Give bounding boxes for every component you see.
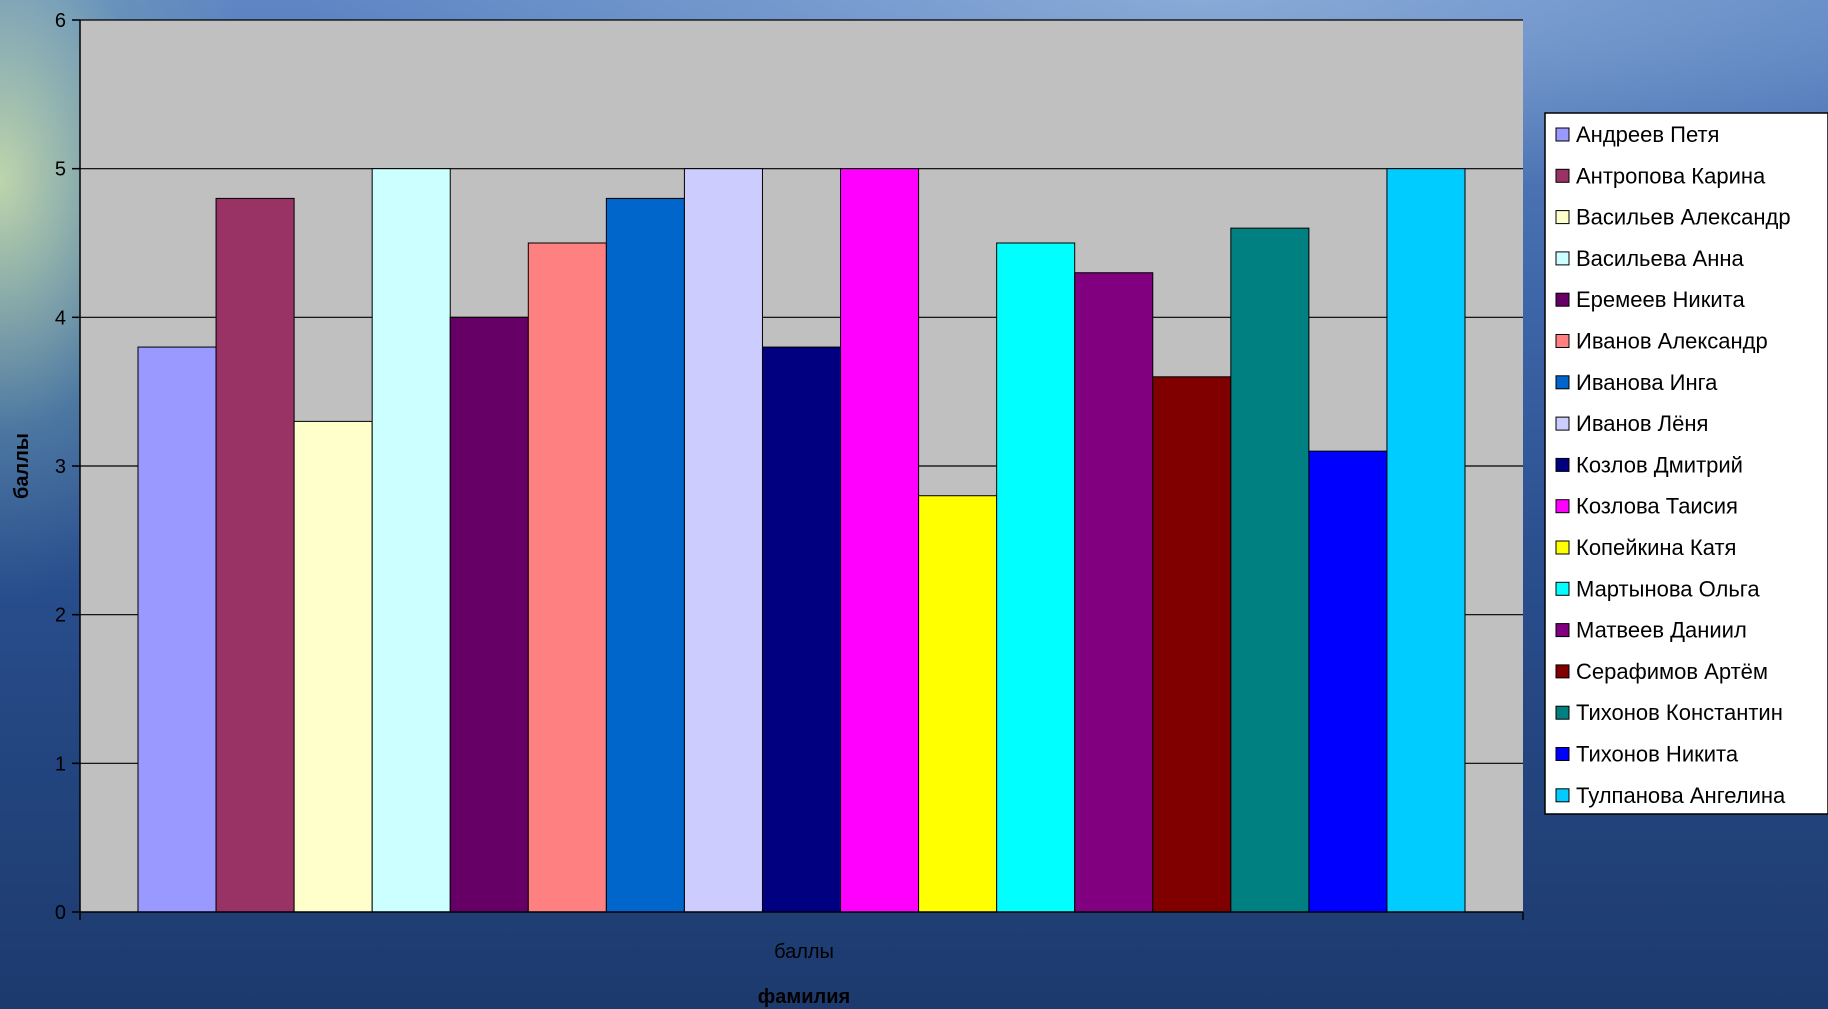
legend-label: Тихонов Константин	[1576, 700, 1783, 725]
legend-swatch	[1555, 127, 1570, 142]
legend-swatch	[1555, 457, 1570, 472]
legend: Андреев Петя Антропова Карина Васильев Але…	[1544, 112, 1828, 815]
bar	[683, 168, 763, 913]
legend-swatch	[1555, 375, 1570, 390]
bar	[1230, 227, 1310, 913]
legend-label: Иванова Инга	[1576, 370, 1718, 395]
legend-swatch	[1555, 499, 1570, 514]
y-axis-ticks: 0 1 2 3 4 5 6	[55, 10, 80, 924]
legend-swatch	[1555, 581, 1570, 596]
bar	[761, 346, 842, 913]
y-tick-label: 6	[55, 10, 66, 32]
legend-swatch	[1555, 210, 1570, 225]
bar	[1152, 376, 1232, 913]
legend-swatch	[1555, 705, 1570, 720]
bar	[918, 495, 998, 913]
y-axis-title: баллы	[11, 433, 33, 499]
legend-swatch	[1555, 251, 1570, 266]
legend-label: Козлов Дмитрий	[1576, 452, 1743, 477]
y-tick-label: 2	[55, 605, 66, 627]
bar	[605, 197, 685, 913]
bar	[293, 420, 373, 913]
legend-swatch	[1555, 334, 1570, 348]
legend-label: Еремеев Никита	[1576, 287, 1745, 312]
legend-label: Андреев Петя	[1576, 122, 1719, 147]
y-tick-label: 1	[55, 753, 66, 775]
legend-swatch	[1555, 623, 1570, 638]
legend-swatch	[1555, 540, 1570, 555]
legend-label: Антропова Карина	[1576, 163, 1766, 188]
legend-label: Матвеев Даниил	[1576, 618, 1747, 643]
legend-label: Иванов Лёня	[1576, 411, 1708, 436]
legend-label: Иванов Александр	[1576, 329, 1768, 354]
legend-label: Копейкина Катя	[1576, 535, 1736, 560]
legend-swatch	[1555, 747, 1570, 761]
legend-label: Тихонов Никита	[1576, 742, 1739, 767]
bar	[215, 197, 295, 913]
legend-items: Андреев Петя Антропова Карина Васильев Але…	[1555, 122, 1791, 808]
bar	[137, 346, 217, 913]
bar	[1386, 168, 1466, 913]
legend-label: Тулпанова Ангелина	[1576, 783, 1786, 808]
legend-swatch	[1555, 664, 1570, 679]
bar	[840, 168, 920, 913]
bar	[1074, 272, 1154, 913]
legend-label: Васильев Александр	[1576, 205, 1791, 230]
bar	[1308, 450, 1388, 913]
y-tick-label: 0	[55, 902, 66, 924]
y-tick-label: 4	[55, 307, 66, 329]
legend-swatch	[1555, 292, 1570, 307]
legend-swatch	[1555, 168, 1570, 183]
x-axis-title: фамилия	[758, 986, 850, 1008]
bar	[449, 316, 529, 913]
legend-label: Мартынова Ольга	[1576, 576, 1760, 601]
y-tick-label: 3	[55, 456, 66, 478]
legend-swatch	[1555, 416, 1570, 431]
y-tick-label: 5	[55, 159, 66, 181]
legend-swatch	[1555, 788, 1570, 803]
legend-label: Серафимов Артём	[1576, 659, 1768, 684]
bar	[371, 168, 451, 913]
plot-area: 0 1 2 3 4 5 6	[55, 10, 1524, 924]
bars	[137, 168, 1466, 913]
legend-label: Васильева Анна	[1576, 246, 1744, 271]
legend-label: Козлова Таисия	[1576, 494, 1738, 519]
legend-box	[1544, 112, 1828, 815]
bar	[996, 242, 1076, 913]
x-category-label: баллы	[774, 941, 834, 963]
bar	[527, 242, 607, 913]
